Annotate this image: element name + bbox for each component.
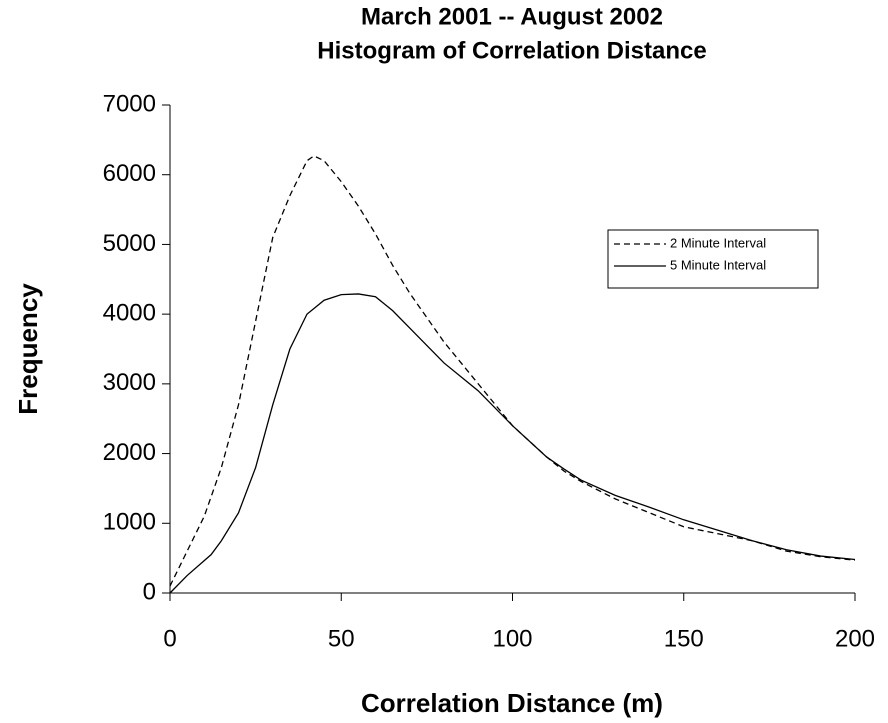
y-tick-label: 4000 — [103, 299, 156, 326]
x-tick-label: 150 — [664, 625, 704, 652]
y-tick-label: 7000 — [103, 90, 156, 117]
x-tick-label: 100 — [492, 625, 532, 652]
y-tick-label: 3000 — [103, 369, 156, 396]
y-tick-label: 6000 — [103, 160, 156, 187]
y-axis-title: Frequency — [13, 283, 43, 415]
x-tick-label: 0 — [163, 625, 176, 652]
legend-box — [607, 229, 819, 289]
chart-title: March 2001 -- August 2002 — [361, 3, 663, 30]
legend-label: 2 Minute Interval — [670, 235, 766, 250]
series-line — [169, 293, 856, 594]
series-line — [169, 155, 856, 587]
x-axis-title: Correlation Distance (m) — [361, 688, 663, 718]
x-tick-label: 200 — [835, 625, 875, 652]
y-tick-label: 5000 — [103, 230, 156, 257]
y-tick-label: 1000 — [103, 509, 156, 536]
y-tick-label: 0 — [143, 578, 156, 605]
chart-title: Histogram of Correlation Distance — [317, 37, 706, 64]
legend-label: 5 Minute Interval — [670, 257, 766, 272]
y-tick-label: 2000 — [103, 439, 156, 466]
x-tick-label: 50 — [328, 625, 355, 652]
